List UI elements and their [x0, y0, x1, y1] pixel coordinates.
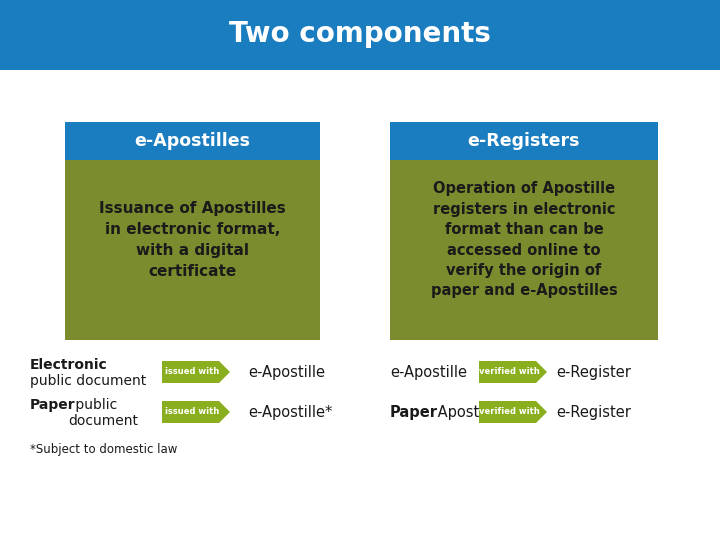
Bar	[390, 122, 658, 160]
Polygon shape	[479, 401, 547, 423]
Text: Issuance of Apostilles
in electronic format,
with a digital
certificate: Issuance of Apostilles in electronic for…	[99, 201, 286, 279]
Text: Two components: Two components	[229, 20, 491, 48]
Polygon shape	[162, 401, 230, 423]
Polygon shape	[479, 361, 547, 383]
Text: verified with: verified with	[479, 408, 540, 416]
Text: issued with: issued with	[165, 408, 220, 416]
Text: *Subject to domestic law: *Subject to domestic law	[30, 443, 177, 456]
Text: e-Register: e-Register	[556, 364, 631, 380]
Text: e-Apostille: e-Apostille	[248, 364, 325, 380]
Text: Apostille: Apostille	[433, 404, 500, 420]
Text: public document: public document	[30, 374, 146, 388]
Text: verified with: verified with	[479, 368, 540, 376]
Text: public: public	[71, 398, 117, 412]
Text: e-Register: e-Register	[556, 404, 631, 420]
Bar	[0, 0, 720, 70]
Text: issued with: issued with	[165, 368, 220, 376]
Text: Operation of Apostille
registers in electronic
format than can be
accessed onlin: Operation of Apostille registers in elec…	[431, 181, 617, 299]
Text: e-Registers: e-Registers	[468, 132, 580, 150]
Text: e-Apostilles: e-Apostilles	[135, 132, 251, 150]
Text: Paper: Paper	[390, 404, 438, 420]
Text: Electronic: Electronic	[30, 358, 108, 372]
Polygon shape	[162, 361, 230, 383]
Bar	[390, 160, 658, 340]
Bar	[65, 122, 320, 160]
Text: e-Apostille*: e-Apostille*	[248, 404, 333, 420]
Text: Paper: Paper	[30, 398, 76, 412]
Text: document: document	[68, 414, 138, 428]
Text: e-Apostille: e-Apostille	[390, 364, 467, 380]
Bar	[65, 160, 320, 340]
